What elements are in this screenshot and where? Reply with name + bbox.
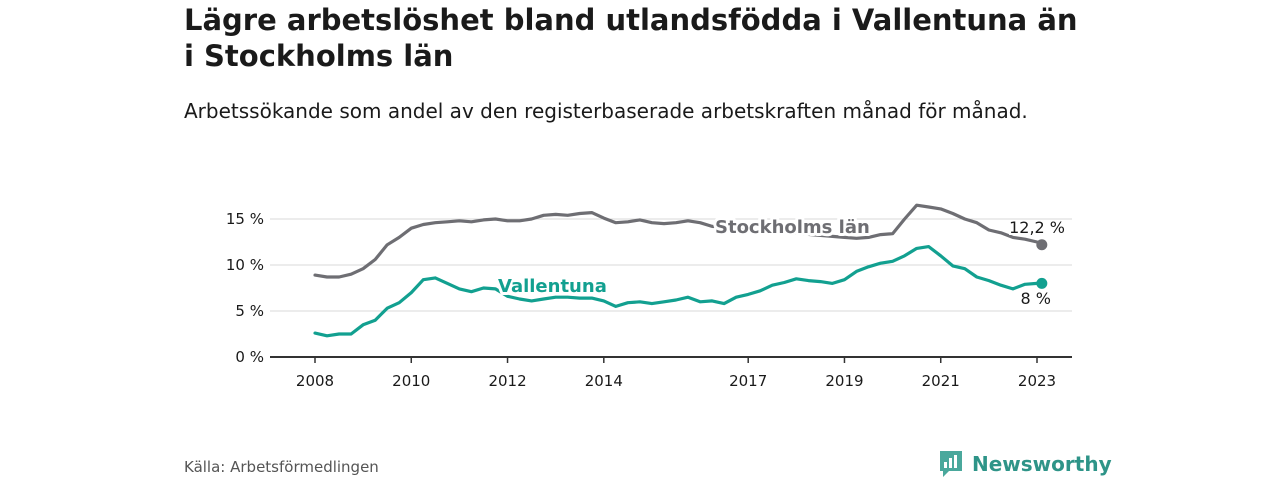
x-tick-label: 2014 [585,372,623,390]
end-point-vallentuna [1036,277,1048,289]
chart-subtitle: Arbetssökande som andel av den registerb… [184,99,1028,123]
end-value-label-stockholms-l-n: 12,2 % [1009,218,1065,237]
x-tick-label: 2023 [1018,372,1056,390]
y-tick-label: 0 % [235,348,264,366]
brand-name: Newsworthy [972,452,1112,476]
brand-logo[interactable]: Newsworthy [938,449,1112,479]
series [313,203,1048,338]
x-tick-label: 2019 [825,372,863,390]
x-tick-label: 2008 [296,372,334,390]
labels: Stockholms län Vallentuna 12,2 % 8 % [495,214,1067,310]
x-tick-label: 2010 [392,372,430,390]
y-tick-label: 10 % [226,256,264,274]
y-tick-label: 15 % [226,210,264,228]
axes: 0 % 5 % 10 % 15 % 2008 2010 2012 2014 2017 2019 20… [226,210,1072,390]
end-value-label-vallentuna: 8 % [1021,289,1051,308]
x-tick-label: 2017 [729,372,767,390]
chart-title: Lägre arbetslöshet bland utlandsfödda i … [184,3,1078,73]
gridlines [270,218,1072,312]
series-line-stockholms-l-n [313,203,1044,279]
x-tick-label: 2021 [922,372,960,390]
x-tick-label: 2012 [488,372,526,390]
source-note: Källa: Arbetsförmedlingen [184,458,379,476]
series-line-vallentuna [313,245,1044,338]
end-point-stockholms-l-n [1036,239,1048,251]
newsworthy-logo-icon [940,451,962,477]
y-tick-label: 5 % [235,302,264,320]
series-label-stockholms-l-n: Stockholms län [715,217,870,238]
series-label-vallentuna: Vallentuna [498,276,607,297]
